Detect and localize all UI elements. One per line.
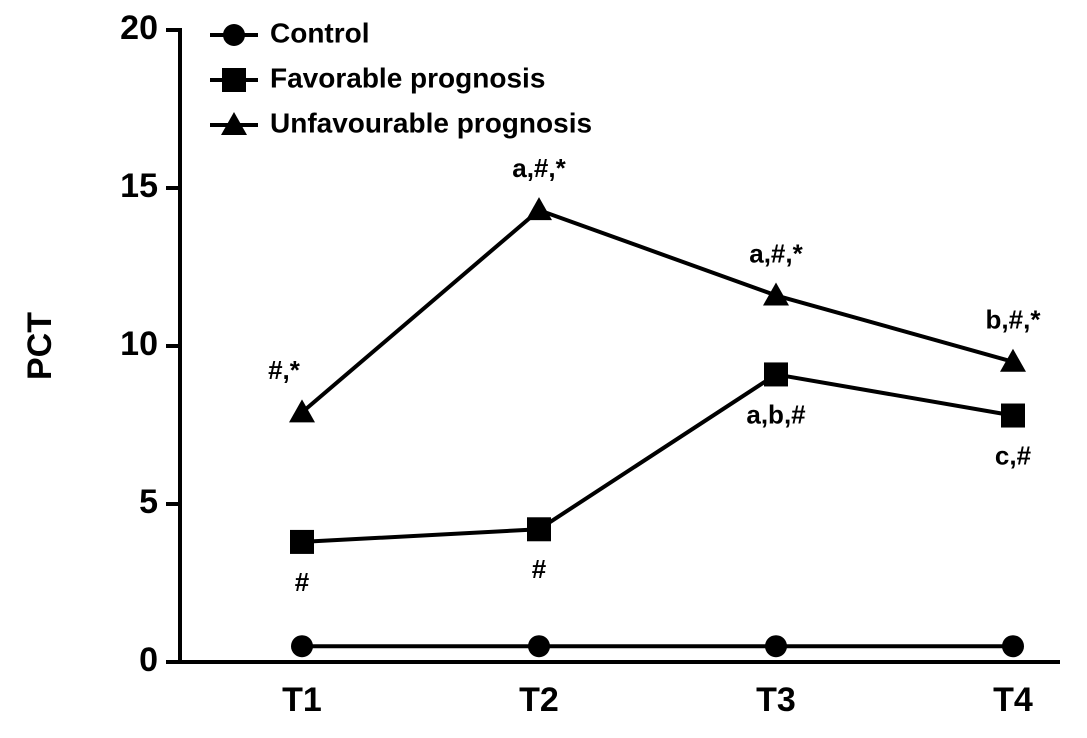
marker (527, 517, 551, 542)
point-label: c,# (995, 440, 1032, 470)
marker (526, 197, 552, 221)
marker (291, 635, 313, 658)
series-line (300, 207, 1014, 414)
legend-marker (221, 112, 247, 135)
marker (1001, 403, 1025, 428)
x-tick-label: T4 (993, 681, 1033, 719)
point-label: b,#,* (986, 305, 1042, 335)
point-label: # (532, 554, 547, 584)
marker (764, 362, 788, 387)
point-label: a,#,* (749, 238, 803, 268)
marker (1000, 348, 1026, 372)
marker (290, 529, 314, 554)
legend-marker (223, 24, 245, 46)
legend-label: Unfavourable prognosis (270, 107, 592, 138)
y-tick-label: 20 (120, 9, 158, 47)
legend-label: Favorable prognosis (270, 62, 545, 93)
y-tick-label: 10 (120, 325, 158, 363)
legend-marker (222, 68, 246, 92)
marker (289, 399, 315, 423)
y-tick-label: 0 (139, 641, 158, 679)
point-label: a,b,# (746, 399, 806, 429)
legend-label: Control (270, 17, 370, 48)
y-tick-label: 15 (120, 167, 158, 205)
marker (528, 635, 550, 658)
x-tick-label: T3 (756, 681, 796, 719)
y-axis-label: PCT (21, 312, 59, 380)
x-tick-label: T2 (519, 681, 559, 719)
marker (765, 635, 787, 658)
y-tick-label: 5 (139, 483, 158, 521)
series-line (301, 372, 1014, 544)
marker (763, 282, 789, 306)
point-label: a,#,* (512, 153, 566, 183)
x-tick-label: T1 (282, 681, 322, 719)
point-label: # (295, 567, 310, 597)
point-label: #,* (268, 355, 301, 385)
marker (1002, 635, 1024, 658)
